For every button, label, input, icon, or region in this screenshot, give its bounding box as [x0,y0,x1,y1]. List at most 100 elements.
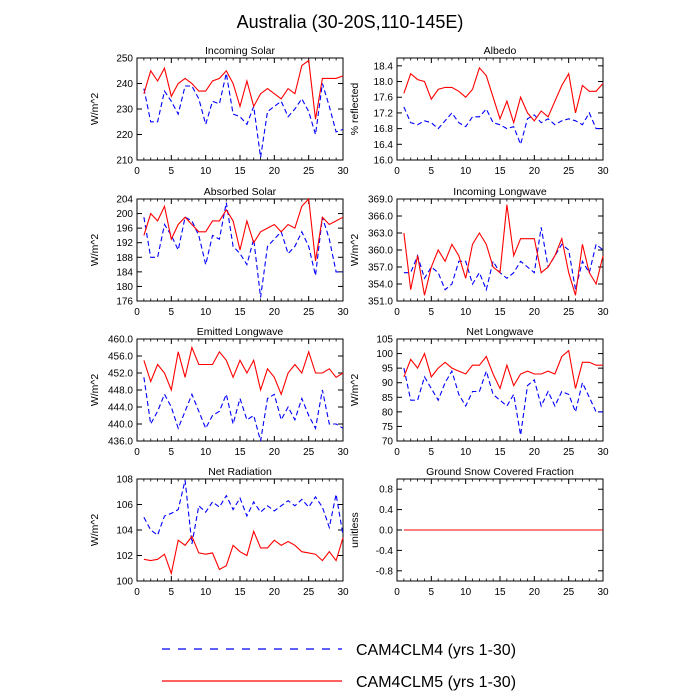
series-line-cam4clm4 [403,106,603,147]
x-tick-label: 0 [394,447,400,458]
series-line-cam4clm5 [143,529,344,576]
y-tick-label: 452.0 [108,369,133,380]
y-tick-label: 363.0 [368,229,393,240]
panel-title: Incoming Solar [205,45,276,57]
x-tick-label: 25 [303,587,315,598]
y-axis-label: unitless [349,512,361,548]
x-tick-label: 20 [269,587,281,598]
x-tick-label: 15 [234,166,246,177]
x-tick-label: 5 [169,166,175,177]
series-line-cam4clm5 [143,345,344,396]
x-tick-label: 30 [597,587,609,598]
y-tick-label: 196 [116,224,133,235]
panel-title: Emitted Longwave [197,326,284,338]
x-tick-label: 30 [597,166,609,177]
y-tick-label: 18.0 [374,77,394,88]
legend-label-cam4clm4: CAM4CLM4 (yrs 1-30) [356,642,516,659]
x-tick-label: 5 [429,587,435,598]
panel-8: Ground Snow Covered Fraction 0 5 10 15 20 25 30… [349,466,609,598]
y-tick-label: 250 [116,54,133,65]
y-tick-label: 357.0 [368,263,393,274]
y-tick-label: 176 [116,297,133,308]
y-tick-label: 70 [382,437,394,448]
panel-6: Net Longwave 0 5 10 15 20 25 30 70 75 80 85 90 95 100 1… [349,326,609,458]
y-tick-label: 220 [116,130,133,141]
y-tick-label: 16.0 [374,156,394,167]
y-tick-label: 16.8 [374,124,394,135]
x-tick-label: 30 [337,166,349,177]
panel-title: Net Longwave [466,326,533,338]
x-tick-label: 25 [563,447,575,458]
y-tick-label: 210 [116,156,133,167]
series-line-cam4clm5 [143,197,344,261]
x-tick-label: 5 [169,307,175,318]
panel-title: Ground Snow Covered Fraction [426,466,574,478]
y-axis-label: W/m^2 [349,234,361,267]
series-line-cam4clm4 [143,202,343,298]
x-tick-label: 10 [200,307,212,318]
x-tick-label: 10 [200,587,212,598]
y-axis-label: W/m^2 [89,93,101,126]
legend: CAM4CLM4 (yrs 1-30) CAM4CLM5 (yrs 1-30) [162,642,516,691]
plot-frame [136,478,344,582]
x-tick-label: 5 [169,447,175,458]
y-tick-label: 184 [116,267,133,278]
y-tick-label: 180 [116,282,133,293]
x-tick-label: 30 [337,307,349,318]
x-tick-label: 20 [529,166,541,177]
x-tick-label: 25 [563,166,575,177]
legend-label-cam4clm5: CAM4CLM5 (yrs 1-30) [356,674,516,691]
series-line-cam4clm4 [143,480,344,545]
y-tick-label: 444.0 [108,403,133,414]
x-tick-label: 20 [529,447,541,458]
panel-title: Net Radiation [208,466,272,478]
y-tick-label: -0.4 [376,546,394,557]
y-tick-label: 80 [382,407,394,418]
x-tick-label: 30 [597,307,609,318]
x-tick-label: 15 [494,307,506,318]
y-tick-label: 17.6 [374,93,394,104]
series-line-cam4clm5 [403,204,604,296]
plot-frame [136,338,344,442]
x-tick-label: 0 [134,307,140,318]
y-tick-label: 369.0 [368,195,393,206]
y-tick-label: 192 [116,238,133,249]
y-tick-label: 360.0 [368,246,393,257]
series-line-cam4clm4 [143,377,344,442]
y-tick-label: 354.0 [368,280,393,291]
x-tick-label: 20 [269,447,281,458]
x-tick-label: 30 [597,447,609,458]
y-tick-label: 366.0 [368,212,393,223]
x-tick-label: 20 [529,307,541,318]
x-tick-label: 5 [429,166,435,177]
y-axis-label: W/m^2 [89,374,101,407]
x-tick-label: 10 [200,166,212,177]
series-line-cam4clm5 [143,59,344,120]
y-tick-label: 75 [382,422,394,433]
y-tick-label: 240 [116,79,133,90]
y-tick-label: 100 [376,349,393,360]
series-line-cam4clm5 [403,66,604,125]
y-tick-label: 100 [116,577,133,588]
x-tick-label: 15 [234,587,246,598]
x-tick-label: 5 [169,587,175,598]
y-tick-label: 351.0 [368,297,393,308]
plot-frame [396,57,604,161]
figure-title: Australia (30-20S,110-145E) [237,12,464,32]
x-tick-label: 25 [563,307,575,318]
panel-title: Albedo [484,45,517,57]
y-tick-label: 456.0 [108,352,133,363]
y-axis-label: W/m^2 [349,374,361,407]
y-tick-label: 85 [382,393,394,404]
y-tick-label: 440.0 [108,420,133,431]
x-tick-label: 0 [394,587,400,598]
panel-title: Absorbed Solar [204,186,277,198]
x-tick-label: 10 [460,447,472,458]
y-axis-label: W/m^2 [89,234,101,267]
panel-3: Absorbed Solar 0 5 10 15 20 25 30 176 180 184 188 19… [89,186,349,318]
panel-1: Incoming Solar 0 5 10 15 20 25 30 210 220 230 240 25… [89,45,349,177]
x-tick-label: 10 [460,587,472,598]
y-tick-label: 200 [116,209,133,220]
x-tick-label: 25 [563,587,575,598]
